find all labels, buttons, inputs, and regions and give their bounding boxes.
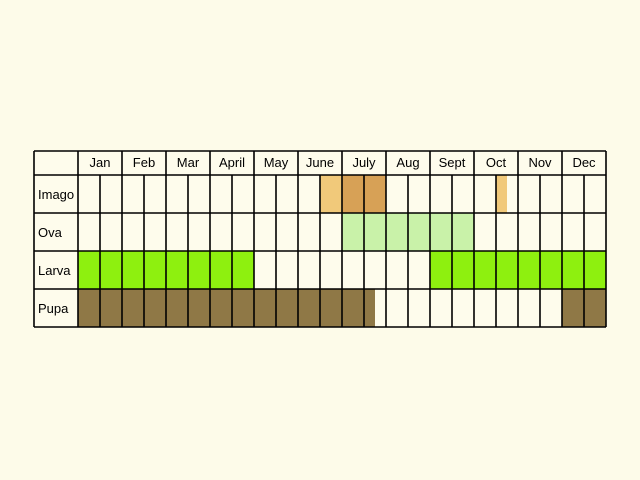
month-header: Feb (133, 155, 155, 170)
stage-label-imago: Imago (38, 187, 74, 202)
imago-span-3 (496, 175, 507, 213)
month-header: Sept (439, 155, 466, 170)
month-header: June (306, 155, 334, 170)
month-header: May (264, 155, 289, 170)
month-header: Nov (528, 155, 552, 170)
month-header: Mar (177, 155, 200, 170)
month-header: Oct (486, 155, 507, 170)
pupa-span-1 (78, 289, 375, 327)
imago-span-1 (320, 175, 342, 213)
stage-label-ova: Ova (38, 225, 63, 240)
month-header: Jan (90, 155, 111, 170)
month-header: July (352, 155, 376, 170)
month-header: April (219, 155, 245, 170)
stage-label-larva: Larva (38, 263, 71, 278)
stage-label-pupa: Pupa (38, 301, 69, 316)
month-header: Dec (572, 155, 596, 170)
month-header: Aug (396, 155, 419, 170)
